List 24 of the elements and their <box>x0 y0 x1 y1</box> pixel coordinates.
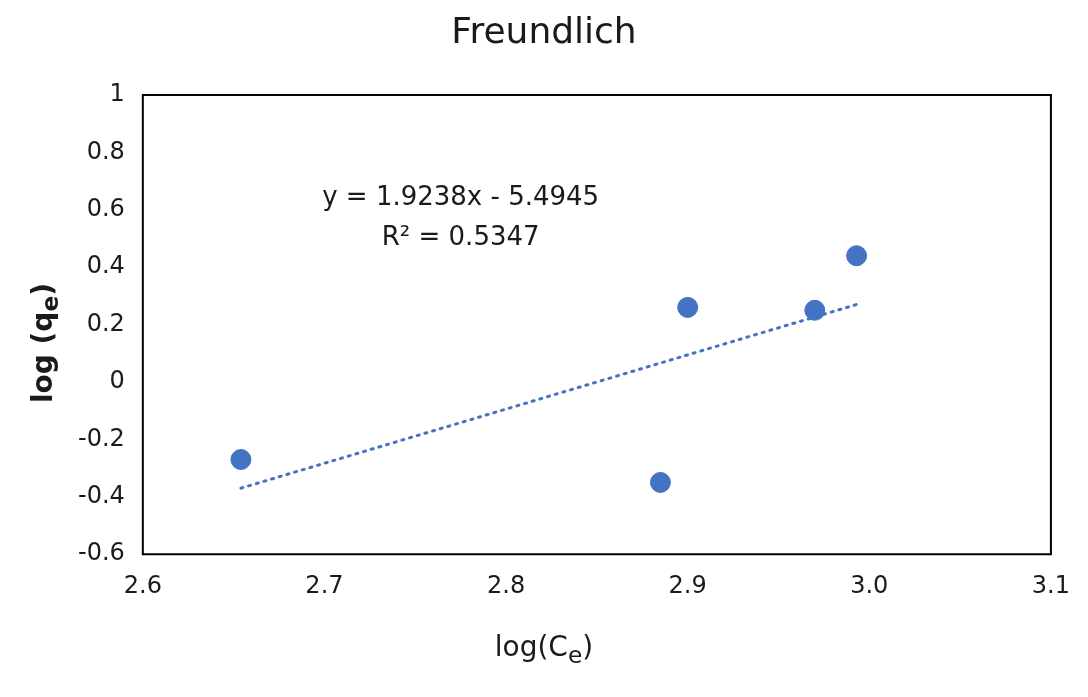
point <box>804 299 826 321</box>
y-tick-label: 0.2 <box>86 308 125 337</box>
x-tick-label: 3.1 <box>1031 570 1070 599</box>
x-axis-title: log(C$_{e}$) <box>493 630 595 669</box>
x-tick-label: 2.8 <box>486 570 526 599</box>
y-tick-label: -0.6 <box>78 538 125 567</box>
y-tick-label: 1 <box>109 79 125 108</box>
y-tick-label: 0.8 <box>86 136 125 165</box>
point <box>649 471 671 493</box>
x-tick-label: 2.6 <box>123 570 162 599</box>
annotation: y = 1.9238x - 5.4945 <box>322 181 600 212</box>
point <box>677 296 699 318</box>
y-tick-label: 0 <box>109 366 125 395</box>
y-tick-label: -0.2 <box>78 423 125 452</box>
point <box>230 448 252 470</box>
annotation: R² = 0.5347 <box>381 221 540 252</box>
x-tick-label: 2.9 <box>668 570 707 599</box>
y-tick-label: -0.4 <box>78 481 125 510</box>
chart-title: Freundlich <box>450 10 638 51</box>
y-tick-label: 0.4 <box>86 251 125 280</box>
point <box>846 245 868 267</box>
x-tick-label: 3.0 <box>850 570 889 599</box>
y-tick-label: 0.6 <box>86 194 125 223</box>
x-tick-label: 2.7 <box>305 570 344 599</box>
